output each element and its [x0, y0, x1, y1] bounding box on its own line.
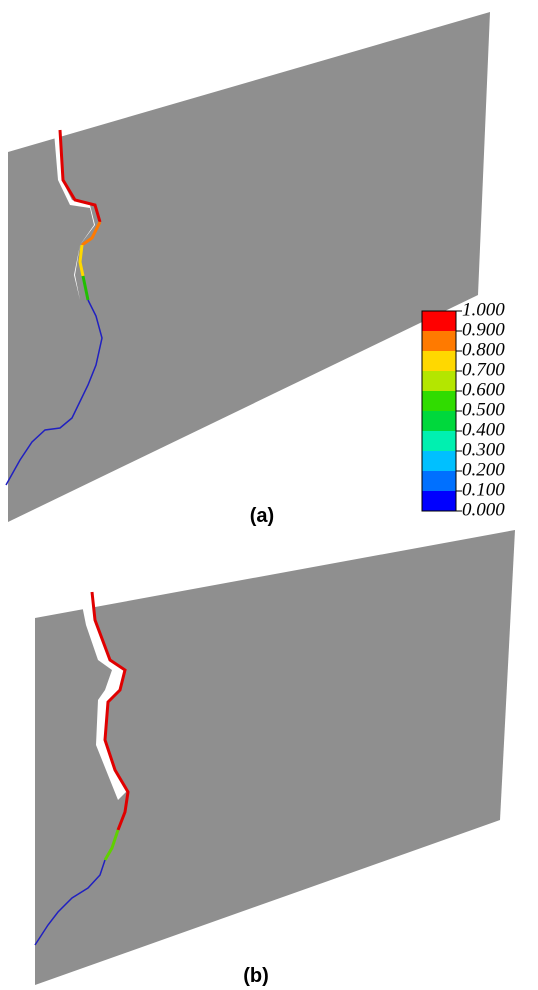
- tick-label: 1.000: [462, 299, 505, 320]
- colorbar: 1.0000.9000.8000.7000.6000.5000.4000.300…: [422, 299, 505, 520]
- color-band: [422, 311, 456, 331]
- tick-label: 0.800: [462, 339, 505, 360]
- tick-label: 0.900: [462, 319, 505, 340]
- tick-label: 0.200: [462, 459, 505, 480]
- tick-label: 0.300: [462, 439, 505, 460]
- color-band: [422, 391, 456, 411]
- figure: (a) (b) 1.0000.9000.8000.7000.6000.5000.…: [0, 0, 538, 990]
- color-band: [422, 331, 456, 351]
- panel-b: (b): [35, 530, 515, 987]
- tick-label: 0.400: [462, 419, 505, 440]
- color-band: [422, 431, 456, 451]
- tick-label: 0.500: [462, 399, 505, 420]
- tick-label: 0.600: [462, 379, 505, 400]
- tick-label: 0.700: [462, 359, 505, 380]
- color-band: [422, 471, 456, 491]
- color-band: [422, 411, 456, 431]
- color-band: [422, 491, 456, 511]
- panel-a: (a): [6, 12, 490, 527]
- panel-label: (b): [243, 965, 269, 987]
- tick-label: 0.100: [462, 479, 505, 500]
- color-band: [422, 451, 456, 471]
- tick-label: 0.000: [462, 499, 505, 520]
- panel-label: (a): [250, 505, 274, 527]
- color-band: [422, 371, 456, 391]
- color-band: [422, 351, 456, 371]
